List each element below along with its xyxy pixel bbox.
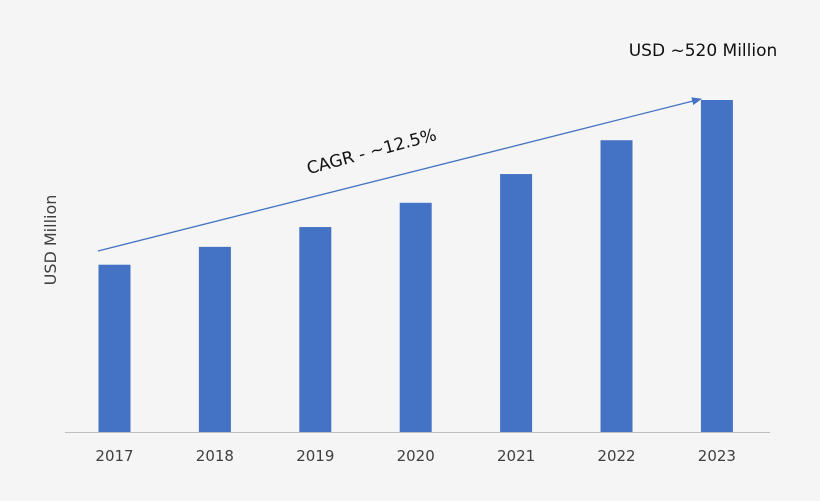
bar-2018 xyxy=(198,246,231,432)
bar-2017 xyxy=(98,264,131,432)
x-tick-label: 2021 xyxy=(497,447,535,465)
bar-2021 xyxy=(500,174,533,433)
y-axis-label: USD Million xyxy=(41,195,60,286)
x-tick-label: 2020 xyxy=(397,447,435,465)
end-value-label: USD ~520 Million xyxy=(629,41,778,61)
cagr-label: CAGR - ~12.5% xyxy=(305,125,439,179)
x-tick-label: 2018 xyxy=(196,447,234,465)
bar-2022 xyxy=(600,140,633,432)
cagr-trend-arrow xyxy=(97,97,702,252)
bar-2019 xyxy=(299,227,332,432)
x-tick-label: 2017 xyxy=(95,447,133,465)
x-tick-label: 2022 xyxy=(597,447,635,465)
x-tick-label: 2019 xyxy=(296,447,334,465)
x-tick-label: 2023 xyxy=(698,447,736,465)
bar-2023 xyxy=(700,100,733,432)
bar-2020 xyxy=(399,202,432,432)
